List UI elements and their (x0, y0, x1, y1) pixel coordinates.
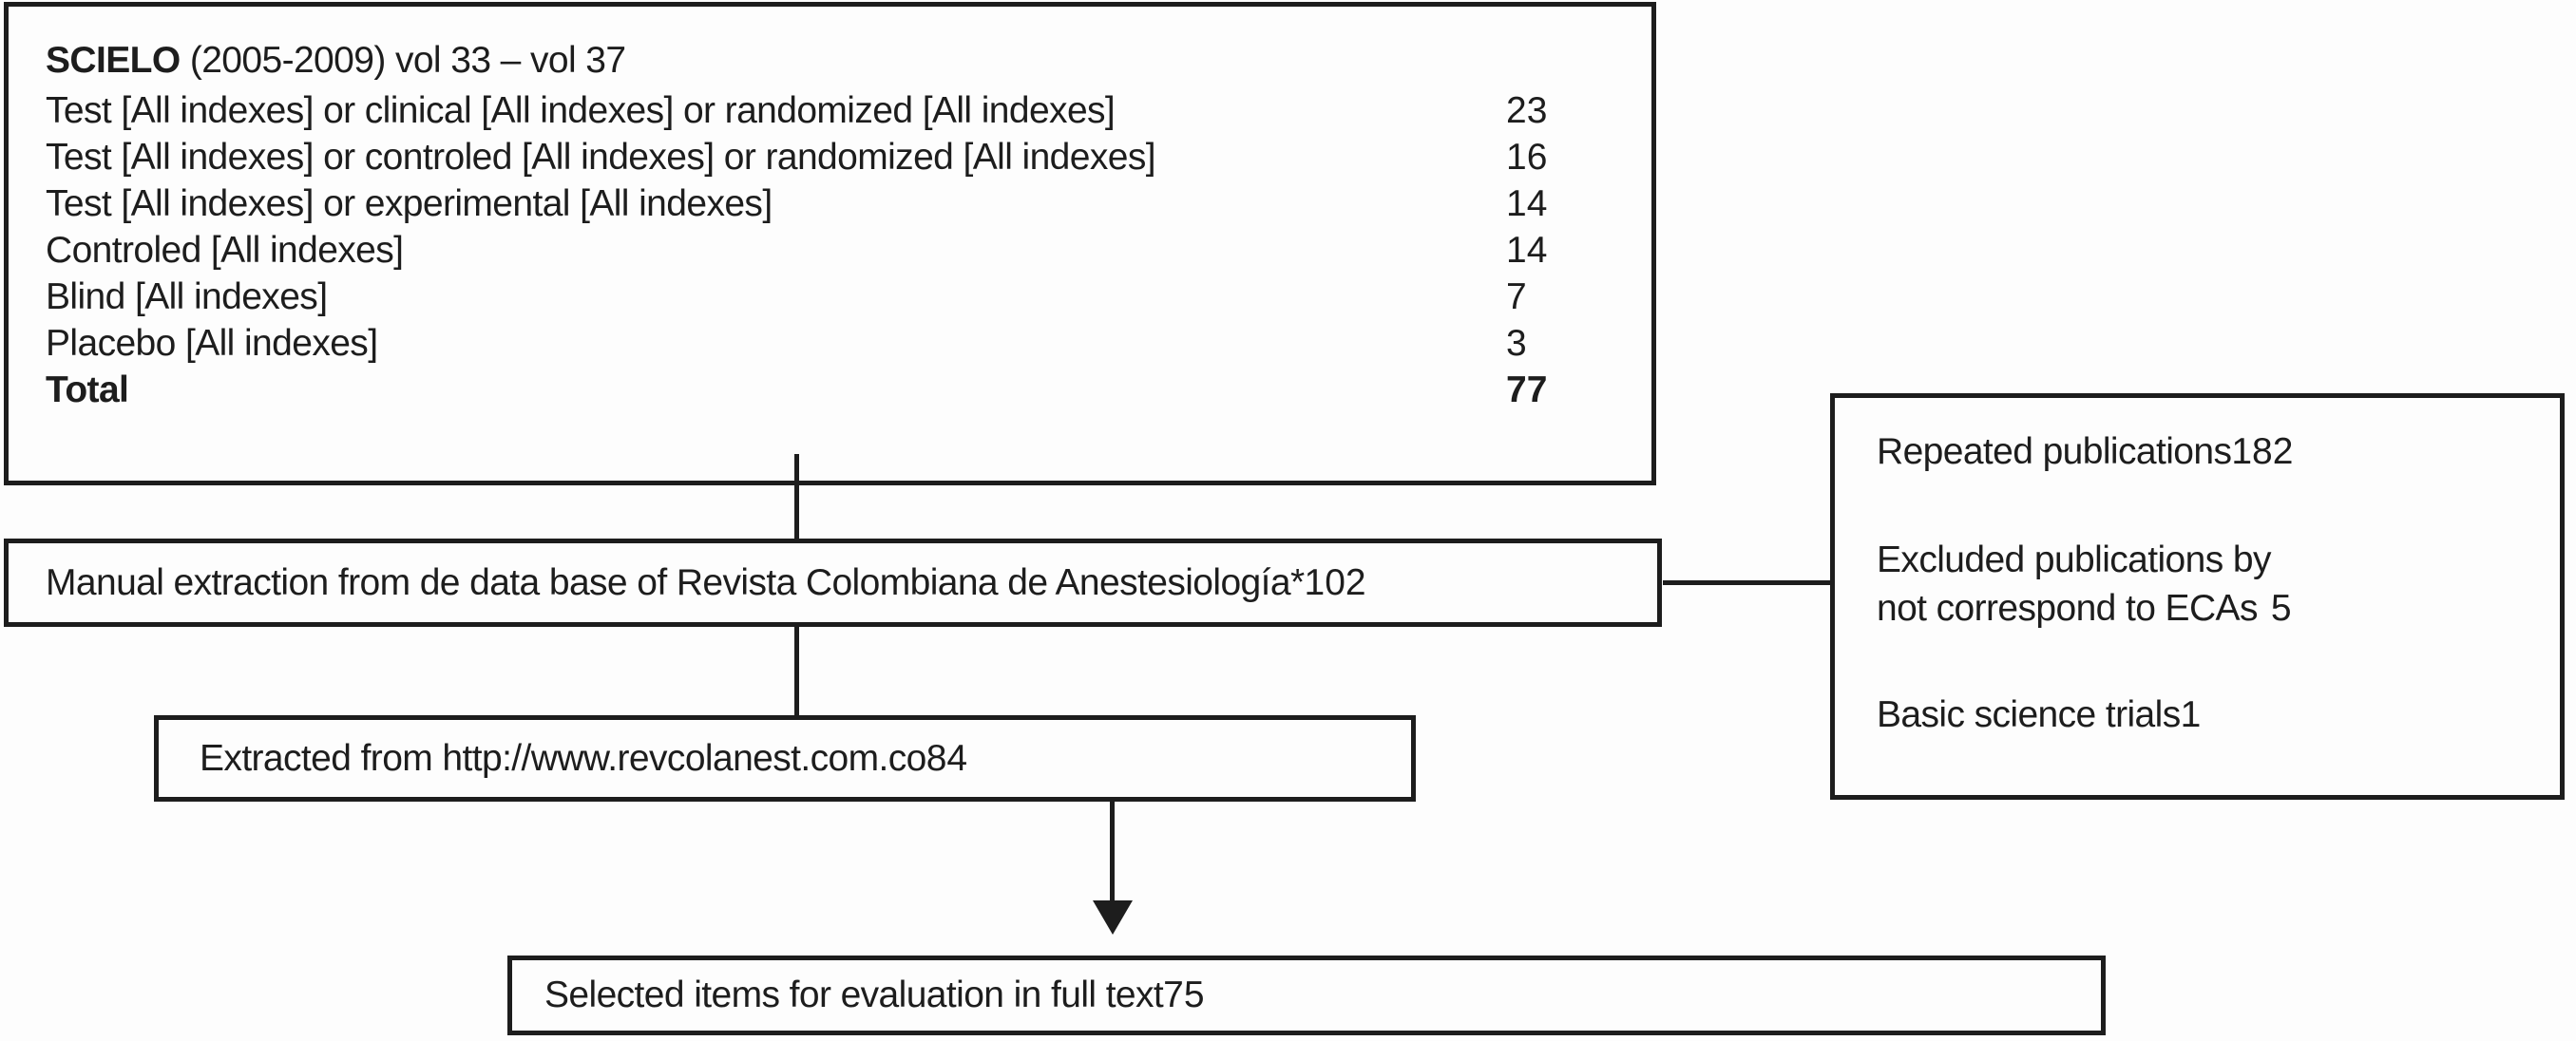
search-total-label: Total (46, 369, 129, 410)
search-strategy-row: Placebo [All indexes] 3 (9, 320, 1651, 367)
manual-extraction-box: Manual extraction from de data base of R… (4, 539, 1662, 627)
exclusion-count: 5 (2270, 588, 2292, 629)
scielo-title-source: SCIELO (46, 40, 181, 81)
scielo-box-title: SCIELO (2005-2009) vol 33 – vol 37 (9, 37, 1651, 84)
search-strategy-row: Blind [All indexes] 7 (9, 274, 1651, 320)
extracted-label: Extracted from http://www.revcolanest.co… (200, 737, 926, 779)
search-strategy-row: Test [All indexes] or clinical [All inde… (9, 87, 1651, 134)
selected-items-box: Selected items for evaluation in full te… (507, 956, 2106, 1035)
search-strategy-label: Test [All indexes] or experimental [All … (46, 183, 773, 224)
search-strategy-count: 14 (1506, 230, 1548, 271)
search-strategy-count: 16 (1506, 137, 1548, 178)
selected-count: 75 (1163, 975, 1205, 1015)
exclusion-item: Excluded publications by not correspond t… (1835, 536, 2560, 633)
exclusion-item: Repeated publications 182 (1835, 428, 2560, 475)
selected-label: Selected items for evaluation in full te… (544, 975, 1164, 1015)
manual-extraction-count: 102 (1304, 561, 1366, 603)
search-strategy-count: 23 (1506, 90, 1548, 131)
manual-extraction-label: Manual extraction from de data base of R… (46, 561, 1305, 603)
exclusion-label: Excluded publications by not correspond t… (1877, 539, 2271, 629)
connector-scielo-to-manual (794, 454, 799, 539)
extracted-from-web-box: Extracted from http://www.revcolanest.co… (154, 715, 1416, 802)
search-strategy-row: Test [All indexes] or controled [All ind… (9, 134, 1651, 180)
exclusion-label: Basic science trials (1877, 694, 2181, 735)
connector-manual-to-exclusions (1663, 580, 1830, 585)
search-strategy-count: 14 (1506, 183, 1548, 224)
search-strategy-label: Blind [All indexes] (46, 276, 328, 317)
exclusion-reasons-box: Repeated publications 182 Excluded publi… (1830, 393, 2565, 800)
arrow-down-icon (1093, 900, 1133, 935)
scielo-title-range: (2005-2009) vol 33 – vol 37 (180, 40, 626, 81)
search-strategy-row: Controled [All indexes] 14 (9, 227, 1651, 274)
exclusion-count: 1 (2180, 694, 2202, 735)
search-total-row: Total 77 (9, 367, 1651, 413)
search-total-count: 77 (1506, 369, 1548, 410)
exclusion-label: Repeated publications (1877, 431, 2232, 472)
exclusion-count: 182 (2231, 431, 2294, 472)
scielo-search-box: SCIELO (2005-2009) vol 33 – vol 37 Test … (4, 2, 1656, 485)
search-strategy-row: Test [All indexes] or experimental [All … (9, 180, 1651, 227)
search-strategy-label: Controled [All indexes] (46, 230, 404, 271)
search-strategy-count: 7 (1506, 276, 1527, 317)
search-strategy-label: Test [All indexes] or clinical [All inde… (46, 90, 1116, 131)
exclusion-item: Basic science trials 1 (1835, 691, 2560, 738)
search-strategy-count: 3 (1506, 323, 1527, 364)
extracted-count: 84 (925, 737, 968, 779)
connector-manual-to-extracted (794, 626, 799, 716)
connector-extracted-to-selected (1110, 801, 1115, 901)
search-strategy-label: Test [All indexes] or controled [All ind… (46, 137, 1156, 178)
search-strategy-label: Placebo [All indexes] (46, 323, 378, 364)
